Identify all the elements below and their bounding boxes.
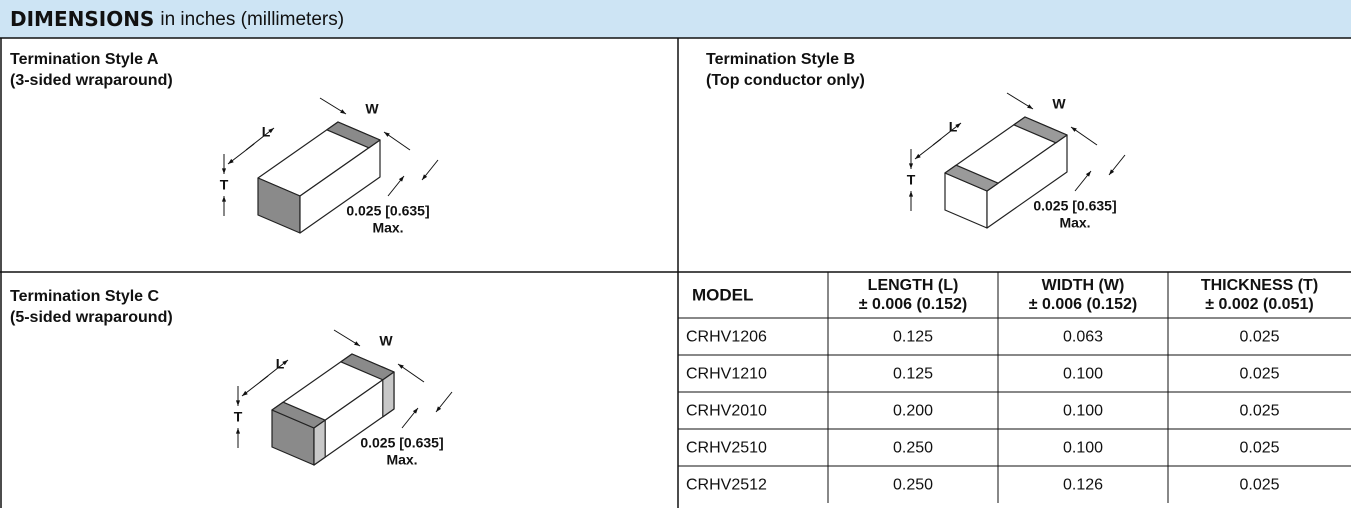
value-cell: 0.025 <box>1239 403 1279 420</box>
header-subtitle: in inches (millimeters) <box>160 9 344 30</box>
model-cell: CRHV2512 <box>686 477 767 494</box>
style-subtitle: (Top conductor only) <box>706 72 865 89</box>
column-header: THICKNESS (T) <box>1201 277 1318 294</box>
style-subtitle: (5-sided wraparound) <box>10 309 173 326</box>
value-cell: 0.025 <box>1239 329 1279 346</box>
arrow-head <box>412 408 418 414</box>
model-cell: CRHV2010 <box>686 403 767 420</box>
column-header: MODEL <box>692 285 753 304</box>
arrow-head <box>242 390 248 396</box>
tolerance: 0.025 [0.635] <box>1033 198 1116 214</box>
tolerance: 0.025 [0.635] <box>346 203 429 219</box>
style-title: Termination Style A <box>10 51 159 68</box>
column-tolerance: ± 0.002 (0.051) <box>1205 296 1313 313</box>
arrow-head <box>384 132 390 137</box>
column-header: LENGTH (L) <box>868 277 959 294</box>
model-cell: CRHV1210 <box>686 366 767 383</box>
label-t: T <box>234 409 243 425</box>
arrow-head <box>221 168 227 174</box>
label-w: W <box>365 101 379 117</box>
termination <box>1013 116 1068 144</box>
arrow-head <box>436 406 442 412</box>
label-l: L <box>262 124 271 140</box>
max: Max. <box>1059 215 1090 231</box>
termination-side <box>313 419 326 466</box>
style-title: Termination Style C <box>10 288 160 305</box>
value-cell: 0.126 <box>1063 477 1103 494</box>
value-cell: 0.125 <box>893 329 933 346</box>
value-cell: 0.250 <box>893 477 933 494</box>
max: Max. <box>386 452 417 468</box>
termination-side <box>382 371 395 418</box>
value-cell: 0.100 <box>1063 403 1103 420</box>
arrow-head <box>398 364 404 369</box>
arrow-head <box>1027 104 1033 109</box>
arrow-head <box>398 176 404 182</box>
model-cell: CRHV2510 <box>686 440 767 457</box>
arrow-head <box>235 428 241 434</box>
arrow-head <box>340 109 346 114</box>
termination <box>326 121 381 149</box>
arrow-head <box>955 123 961 129</box>
arrow-head <box>282 360 288 366</box>
arrow-head <box>908 191 914 197</box>
column-tolerance: ± 0.006 (0.152) <box>1029 296 1137 313</box>
column-header: WIDTH (W) <box>1042 277 1125 294</box>
arrow-head <box>235 400 241 406</box>
label-t: T <box>907 172 916 188</box>
arrow-head <box>908 163 914 169</box>
label-w: W <box>1052 96 1066 112</box>
value-cell: 0.125 <box>893 366 933 383</box>
arrow-head <box>422 174 428 180</box>
header-title: DIMENSIONS in inches (millimeters) <box>10 7 344 31</box>
value-cell: 0.025 <box>1239 440 1279 457</box>
arrow-head <box>268 128 274 134</box>
column-tolerance: ± 0.006 (0.152) <box>859 296 967 313</box>
chip-side <box>299 139 381 234</box>
frame <box>0 37 1351 508</box>
value-cell: 0.063 <box>1063 329 1103 346</box>
arrow-head <box>1109 169 1115 175</box>
arrow-head <box>228 158 234 164</box>
style-title: Termination Style B <box>706 51 855 68</box>
value-cell: 0.100 <box>1063 440 1103 457</box>
model-cell: CRHV1206 <box>686 329 767 346</box>
tolerance: 0.025 [0.635] <box>360 435 443 451</box>
arrow-head <box>1071 127 1077 132</box>
value-cell: 0.025 <box>1239 366 1279 383</box>
label-t: T <box>220 177 229 193</box>
chip-side <box>986 134 1068 229</box>
style-subtitle: (3-sided wraparound) <box>10 72 173 89</box>
header-title-text: DIMENSIONS <box>10 7 154 31</box>
arrow-head <box>221 196 227 202</box>
max: Max. <box>372 220 403 236</box>
arrow-head <box>1085 171 1091 177</box>
value-cell: 0.250 <box>893 440 933 457</box>
value-cell: 0.200 <box>893 403 933 420</box>
label-l: L <box>276 356 285 372</box>
arrow-head <box>354 341 360 346</box>
label-l: L <box>949 119 958 135</box>
arrow-head <box>915 153 921 159</box>
label-w: W <box>379 333 393 349</box>
header-bar <box>0 0 1351 38</box>
value-cell: 0.025 <box>1239 477 1279 494</box>
termination <box>944 164 999 192</box>
value-cell: 0.100 <box>1063 366 1103 383</box>
